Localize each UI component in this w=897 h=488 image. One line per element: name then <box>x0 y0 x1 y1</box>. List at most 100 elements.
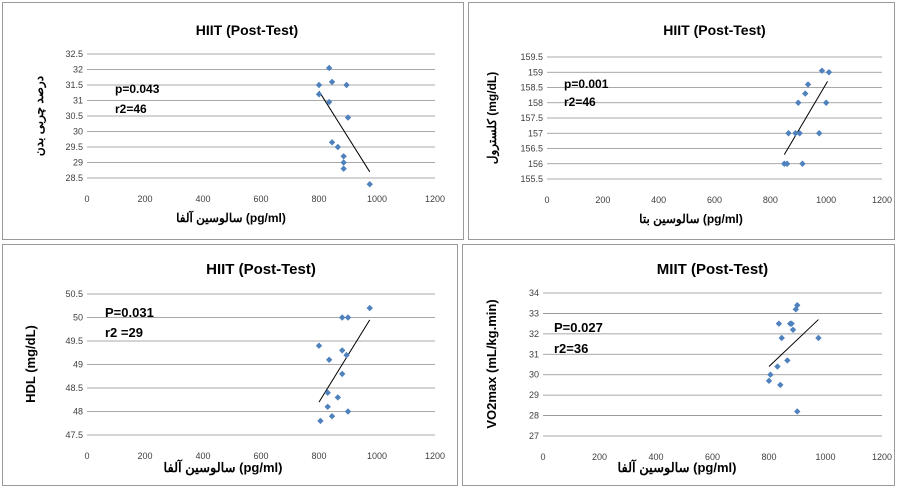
chart-panel-body-fat: 28.5 29 29.5 30 30.5 31 31.5 32 32.5 0 200 400 600 80… <box>2 2 464 240</box>
y-tick-label: 158.5 <box>520 83 543 93</box>
y-tick-label: 29 <box>73 158 83 168</box>
y-axis-label: درصد چربی بدن <box>32 76 47 156</box>
x-tick-label: 1000 <box>367 194 387 204</box>
data-point <box>774 363 781 370</box>
data-point <box>802 90 809 97</box>
x-tick-label: 600 <box>253 194 268 204</box>
data-point <box>767 371 774 378</box>
data-point <box>324 389 331 396</box>
y-tick-label: 159.5 <box>520 52 543 62</box>
data-point <box>315 81 323 89</box>
y-tick-label: 49.5 <box>65 336 83 346</box>
y-axis-label: VO2max (mL/kg.min) <box>484 299 499 428</box>
data-point <box>339 370 346 378</box>
y-tick-label: 157 <box>528 128 543 138</box>
y-tick-label: 158 <box>528 98 543 108</box>
data-point <box>788 320 795 327</box>
data-point <box>328 78 336 86</box>
x-tick-label: 600 <box>707 195 722 205</box>
y-tick-label: 28 <box>529 411 539 421</box>
y-tick-label: 31 <box>529 349 539 359</box>
y-tick-label: 33 <box>529 308 539 318</box>
y-tick-label: 32 <box>529 329 539 339</box>
x-tick-label: 400 <box>195 451 210 461</box>
data-point <box>328 413 336 420</box>
trendline <box>318 90 371 173</box>
data-point <box>775 320 783 327</box>
data-point <box>825 69 833 76</box>
x-tick-label: 1000 <box>815 452 835 462</box>
x-axis-label: سالوسین آلفا (pg/ml) <box>618 459 737 476</box>
data-point <box>315 342 323 349</box>
y-tick-label: 47.5 <box>65 430 83 440</box>
scatter-chart-body-fat: 28.5 29 29.5 30 30.5 31 31.5 32 32.5 0 200 400 600 80… <box>32 22 445 226</box>
data-point <box>344 114 352 121</box>
x-tick-label: 1200 <box>872 195 892 205</box>
scatter-chart-cholesterol: 155.5 156 156.5 157 157.5 158 158.5 159 159.5 0 20… <box>485 22 892 227</box>
x-tick-label: 0 <box>84 451 89 461</box>
data-point <box>317 417 324 425</box>
data-point <box>777 381 784 389</box>
x-tick-label: 0 <box>544 195 549 205</box>
data-point <box>799 160 806 167</box>
x-tick-label: 800 <box>763 195 778 205</box>
x-tick-label: 400 <box>648 452 663 462</box>
x-tick-label: 800 <box>761 452 776 462</box>
y-tick-label: 156.5 <box>520 144 543 154</box>
p-value-label: P=0.027 <box>554 320 603 335</box>
data-point <box>796 130 803 137</box>
data-point <box>765 377 773 385</box>
data-point <box>792 306 800 313</box>
data-point <box>340 153 347 160</box>
x-axis-label: سالوسین بتا (pg/ml) <box>639 212 743 227</box>
x-tick-label: 800 <box>311 194 326 204</box>
trendline <box>783 81 828 155</box>
data-point <box>818 67 826 74</box>
y-tick-label: 156 <box>528 159 543 169</box>
data-point <box>785 130 792 137</box>
x-tick-label: 1200 <box>872 452 892 462</box>
data-point <box>344 408 352 415</box>
r-squared-label: r2=46 <box>564 95 596 109</box>
data-point <box>815 334 822 342</box>
x-tick-label: 200 <box>137 194 152 204</box>
y-axis-label: HDL (mg/dL) <box>23 325 38 403</box>
data-point <box>324 403 331 410</box>
y-tick-label: 31 <box>73 96 83 106</box>
x-tick-label: 200 <box>137 451 152 461</box>
y-tick-label: 48.5 <box>65 383 83 393</box>
data-point <box>328 139 336 146</box>
chart-title: HIIT (Post-Test) <box>663 22 765 38</box>
r-squared-label: r2 =29 <box>105 325 143 340</box>
y-tick-label: 27 <box>529 431 539 441</box>
data-point <box>339 347 346 354</box>
y-tick-label: 30.5 <box>65 111 83 121</box>
p-value-label: P=0.031 <box>105 305 154 320</box>
p-value-label: p=0.043 <box>115 82 160 96</box>
data-point <box>325 356 333 363</box>
chart-title: MIIT (Post-Test) <box>657 261 768 278</box>
data-point <box>794 408 801 415</box>
data-point <box>343 351 350 359</box>
chart-title: HIIT (Post-Test) <box>206 261 316 278</box>
y-tick-label: 50.5 <box>65 289 83 299</box>
r-squared-label: r2=36 <box>554 341 588 356</box>
chart-title: HIIT (Post-Test) <box>196 22 298 38</box>
trendline <box>768 319 819 367</box>
y-tick-label: 28.5 <box>65 173 83 183</box>
data-point <box>343 81 350 89</box>
y-tick-label: 32 <box>73 65 83 75</box>
x-tick-label: 0 <box>540 452 545 462</box>
x-tick-label: 400 <box>651 195 666 205</box>
data-point <box>340 165 347 172</box>
scatter-chart-hdl: 47.5 48 48.5 49 49.5 50 50.5 0 200 400 600 800 1000 1… <box>23 261 445 476</box>
data-point <box>778 334 785 342</box>
data-point <box>815 130 823 137</box>
scatter-chart-vo2max: 27 28 29 30 31 32 33 34 0 200 400 600 800 1000 1200 MII… <box>484 261 892 476</box>
x-tick-label: 600 <box>705 452 720 462</box>
data-point <box>784 357 791 364</box>
data-point <box>334 394 342 401</box>
data-point <box>794 302 801 309</box>
data-point <box>822 99 830 106</box>
data-point <box>315 91 323 98</box>
